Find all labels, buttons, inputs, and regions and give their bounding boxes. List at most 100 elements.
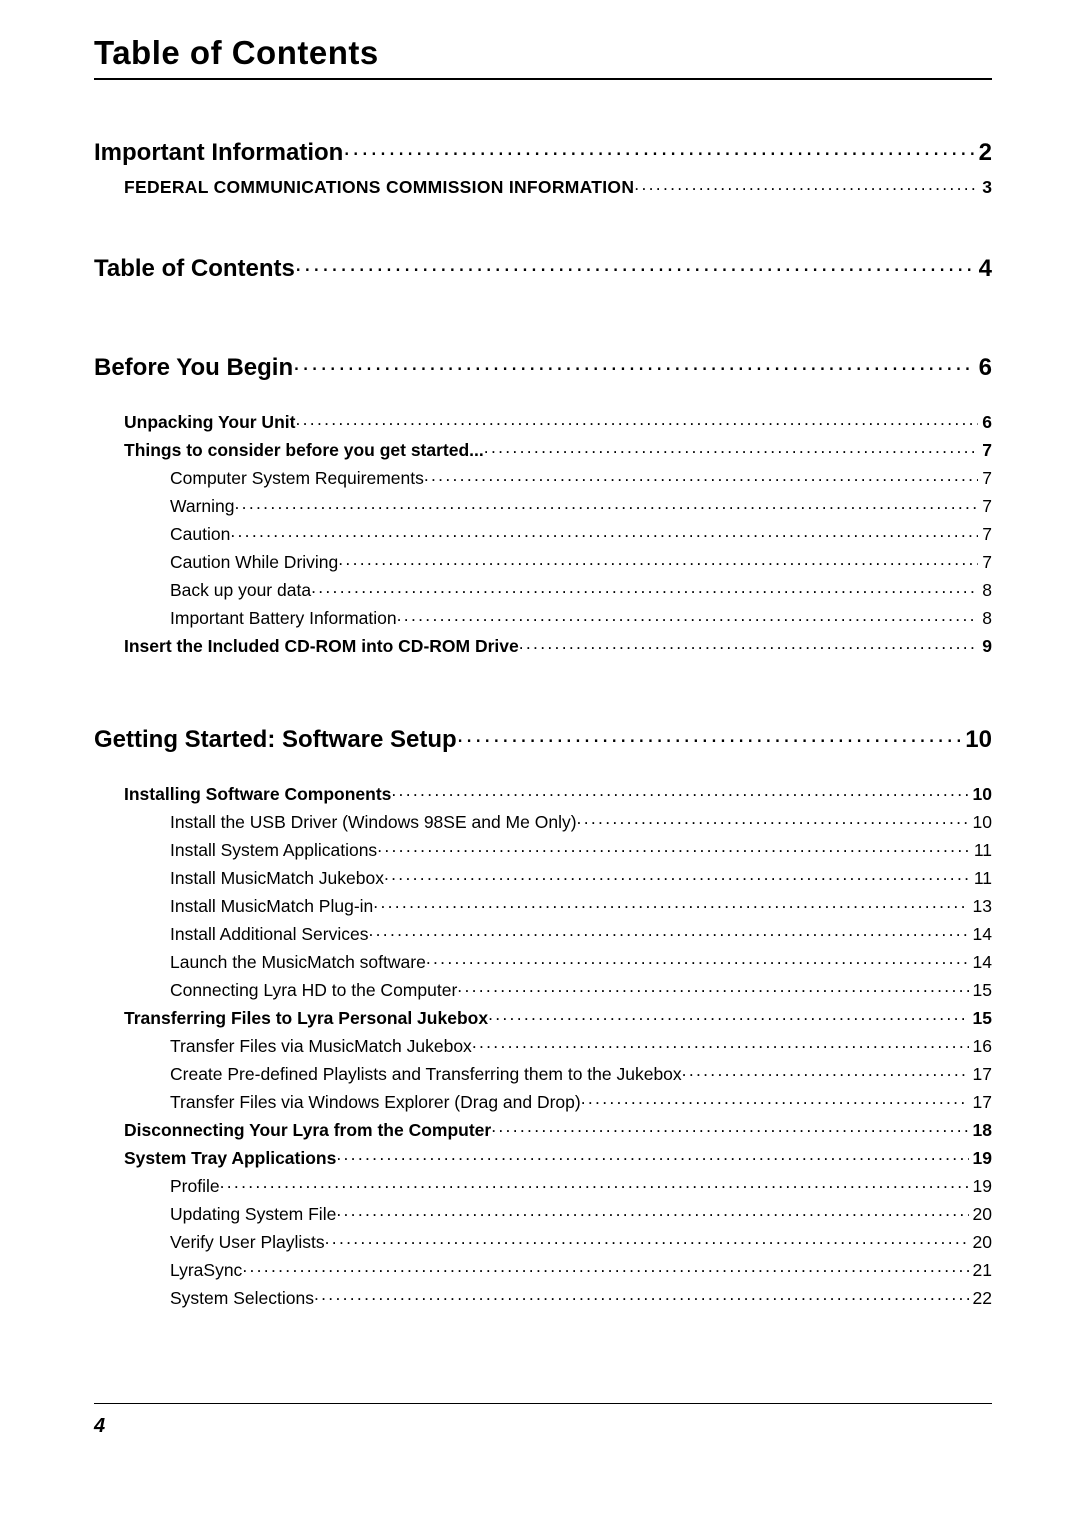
- toc-entry: LyraSync 21: [170, 1256, 992, 1284]
- toc-leader-dots: [295, 409, 978, 428]
- toc-entry: Disconnecting Your Lyra from the Compute…: [124, 1116, 992, 1144]
- toc-entry: Install the USB Driver (Windows 98SE and…: [170, 808, 992, 836]
- toc-entry: FEDERAL COMMUNICATIONS COMMISSION INFORM…: [124, 173, 992, 201]
- toc-gap: [94, 660, 992, 720]
- toc-leader-dots: [373, 892, 968, 911]
- toc-entry-title: Things to consider before you get starte…: [124, 436, 484, 464]
- toc-leader-dots: [457, 720, 962, 746]
- toc-entry-title: Transfer Files via MusicMatch Jukebox: [170, 1032, 472, 1060]
- toc-entry-title: Transferring Files to Lyra Personal Juke…: [124, 1004, 488, 1032]
- toc-entry: Transfer Files via MusicMatch Jukebox 16: [170, 1032, 992, 1060]
- toc-leader-dots: [343, 134, 974, 160]
- toc-entry-page: 7: [978, 492, 992, 520]
- toc-leader-dots: [336, 1200, 968, 1219]
- toc-entry-title: Create Pre-defined Playlists and Transfe…: [170, 1060, 682, 1088]
- toc-leader-dots: [311, 577, 978, 596]
- toc-entry-page: 19: [969, 1172, 992, 1200]
- toc-entry-page: 11: [970, 836, 992, 864]
- toc-entry: Create Pre-defined Playlists and Transfe…: [170, 1060, 992, 1088]
- toc-leader-dots: [295, 249, 975, 275]
- toc-entry-title: Install MusicMatch Plug-in: [170, 892, 373, 920]
- toc-leader-dots: [472, 1032, 969, 1051]
- toc-leader-dots: [377, 836, 970, 855]
- toc-entry: Launch the MusicMatch software 14: [170, 948, 992, 976]
- toc-entry-page: 2: [975, 139, 992, 167]
- toc-entry-title: Install Additional Services: [170, 920, 368, 948]
- toc-entry-title: Verify User Playlists: [170, 1228, 325, 1256]
- toc-entry-page: 11: [970, 864, 992, 892]
- toc-entry: Install MusicMatch Jukebox 11: [170, 864, 992, 892]
- toc-entry-title: Caution: [170, 520, 230, 548]
- toc-entry-page: 3: [978, 173, 992, 201]
- toc-leader-dots: [338, 549, 978, 568]
- toc-leader-dots: [314, 1284, 969, 1303]
- toc-entry-title: Table of Contents: [94, 255, 295, 283]
- toc-entry-page: 18: [969, 1116, 992, 1144]
- header-title: Table of Contents: [94, 34, 992, 78]
- toc-leader-dots: [457, 976, 968, 995]
- toc-gap: [94, 201, 992, 249]
- toc-entry: Install MusicMatch Plug-in 13: [170, 892, 992, 920]
- toc-entry: Caution While Driving 7: [170, 548, 992, 576]
- toc-entry-title: Updating System File: [170, 1200, 336, 1228]
- toc-entry: Computer System Requirements 7: [170, 464, 992, 492]
- toc-entry-title: System Tray Applications: [124, 1144, 336, 1172]
- header-rule: [94, 78, 992, 80]
- toc-leader-dots: [368, 920, 968, 939]
- toc-entry: Unpacking Your Unit 6: [124, 408, 992, 436]
- toc-leader-dots: [391, 780, 968, 799]
- toc-entry-title: LyraSync: [170, 1256, 242, 1284]
- toc-leader-dots: [519, 633, 979, 652]
- toc-entry-title: Warning: [170, 492, 235, 520]
- toc-entry-title: FEDERAL COMMUNICATIONS COMMISSION INFORM…: [124, 173, 634, 201]
- toc-entry: Transferring Files to Lyra Personal Juke…: [124, 1004, 992, 1032]
- toc-leader-dots: [336, 1144, 968, 1163]
- toc-entry-page: 6: [975, 354, 992, 382]
- toc-entry-page: 15: [969, 1004, 992, 1032]
- toc-leader-dots: [577, 808, 969, 827]
- toc-entry: Back up your data 8: [170, 576, 992, 604]
- toc-entry: Connecting Lyra HD to the Computer 15: [170, 976, 992, 1004]
- toc-entry-page: 19: [969, 1144, 992, 1172]
- toc-entry-page: 14: [969, 948, 992, 976]
- toc-entry-page: 14: [969, 920, 992, 948]
- toc-entry-page: 7: [978, 464, 992, 492]
- toc-entry: Important Information 2: [94, 134, 992, 167]
- toc-entry-page: 17: [969, 1060, 992, 1088]
- toc-entry: Getting Started: Software Setup 10: [94, 720, 992, 753]
- toc-entry-page: 4: [975, 255, 992, 283]
- toc-entry-title: Getting Started: Software Setup: [94, 726, 457, 754]
- toc-entry: Warning 7: [170, 492, 992, 520]
- toc-entry-title: Install the USB Driver (Windows 98SE and…: [170, 808, 577, 836]
- toc-entry-title: Important Battery Information: [170, 604, 397, 632]
- toc-leader-dots: [235, 493, 979, 512]
- toc-entry-title: Caution While Driving: [170, 548, 338, 576]
- toc-entry-page: 10: [969, 780, 992, 808]
- toc-entry-title: Install System Applications: [170, 836, 377, 864]
- toc-entry-page: 21: [969, 1256, 992, 1284]
- toc-leader-dots: [384, 864, 970, 883]
- toc-entry-title: Transfer Files via Windows Explorer (Dra…: [170, 1088, 581, 1116]
- toc-entry-title: Profile: [170, 1172, 220, 1200]
- toc-entry: Before You Begin 6: [94, 349, 992, 382]
- table-of-contents: Important Information 2 FEDERAL COMMUNICA…: [94, 134, 992, 1312]
- toc-entry-page: 10: [961, 726, 992, 754]
- toc-entry: Things to consider before you get starte…: [124, 436, 992, 464]
- toc-entry: Table of Contents 4: [94, 249, 992, 282]
- toc-entry-page: 20: [969, 1228, 992, 1256]
- toc-leader-dots: [242, 1256, 968, 1275]
- toc-entry: System Tray Applications 19: [124, 1144, 992, 1172]
- toc-entry-page: 8: [978, 604, 992, 632]
- toc-entry: Important Battery Information 8: [170, 604, 992, 632]
- toc-entry-title: Before You Begin: [94, 354, 293, 382]
- toc-entry-title: Install MusicMatch Jukebox: [170, 864, 384, 892]
- toc-entry-page: 6: [978, 408, 992, 436]
- toc-entry: Updating System File 20: [170, 1200, 992, 1228]
- footer-rule: [94, 1403, 992, 1404]
- toc-leader-dots: [682, 1060, 969, 1079]
- page-number: 4: [94, 1415, 105, 1438]
- toc-entry: Verify User Playlists 20: [170, 1228, 992, 1256]
- toc-entry-title: Insert the Included CD-ROM into CD-ROM D…: [124, 632, 519, 660]
- toc-entry-title: Installing Software Components: [124, 780, 391, 808]
- toc-entry-title: Computer System Requirements: [170, 464, 424, 492]
